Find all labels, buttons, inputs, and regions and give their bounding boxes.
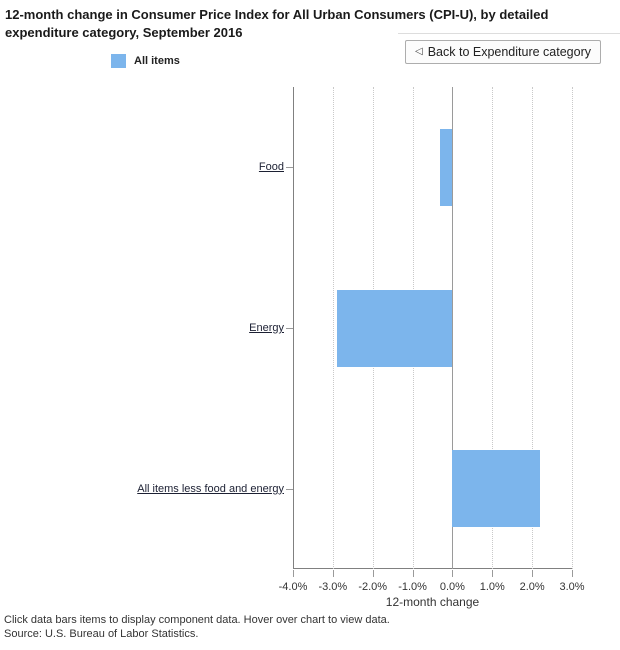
legend-item-all-items[interactable]: All items <box>111 54 180 68</box>
x-axis-tick <box>332 570 334 577</box>
x-axis-tick <box>412 570 414 577</box>
x-tick-label: 1.0% <box>479 581 505 593</box>
bar-all-items-less-food-and-energy[interactable] <box>452 450 541 528</box>
back-button-label: Back to Expenditure category <box>427 45 591 59</box>
zero-line <box>452 87 454 569</box>
x-axis-tick <box>572 570 573 577</box>
y-axis-line <box>293 87 294 569</box>
x-axis-tick <box>452 570 454 577</box>
menu-icon[interactable] <box>578 10 606 28</box>
x-axis-title: 12-month change <box>385 595 480 609</box>
y-axis-tick <box>286 488 293 490</box>
footer-source: Source: U.S. Bureau of Labor Statistics. <box>4 628 199 640</box>
x-axis-tick <box>492 570 494 577</box>
legend-label: All items <box>134 55 180 67</box>
x-axis-line <box>293 568 572 569</box>
back-arrow-icon: ◁ <box>415 46 423 57</box>
gridline <box>572 87 573 569</box>
plot-area: -4.0% -3.0% -2.0% -1.0% 0.0% 1.0% 2.0% 3.0% Food… <box>137 87 585 593</box>
x-axis-tick <box>532 570 534 577</box>
x-tick-label: 0.0% <box>439 581 465 593</box>
bar-food[interactable] <box>440 128 453 206</box>
back-to-expenditure-button[interactable]: ◁ Back to Expenditure category <box>405 40 601 64</box>
y-axis-tick <box>286 167 293 169</box>
header-divider <box>398 33 620 34</box>
gridline <box>532 87 534 569</box>
x-tick-label: -4.0% <box>278 581 308 593</box>
x-axis-tick <box>372 570 374 577</box>
bar-energy[interactable] <box>336 289 453 367</box>
x-tick-label: -2.0% <box>358 581 388 593</box>
x-tick-label: 2.0% <box>519 581 545 593</box>
x-tick-label: -1.0% <box>398 581 427 593</box>
footer-note: Click data bars items to display compone… <box>4 614 390 626</box>
category-label-food[interactable]: Food <box>258 161 284 174</box>
y-axis-tick <box>286 328 293 329</box>
category-label-energy[interactable]: Energy <box>249 322 284 334</box>
gridline <box>492 87 494 569</box>
legend-swatch <box>111 54 126 68</box>
x-axis-tick <box>293 570 294 577</box>
x-tick-label: 3.0% <box>559 581 585 593</box>
x-tick-label: -3.0% <box>318 581 348 593</box>
gridline <box>332 87 334 569</box>
page-title: 12-month change in Consumer Price Index … <box>5 7 549 40</box>
category-label-all-items-less-food-and-energy[interactable]: All items less food and energy <box>137 482 284 495</box>
